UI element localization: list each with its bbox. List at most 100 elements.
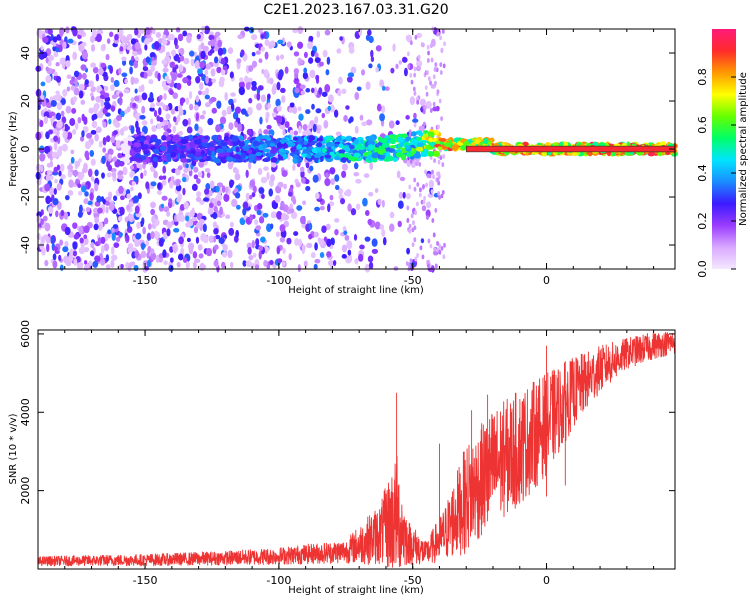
snr-y-tick-label: 2000 <box>19 477 32 505</box>
spectrogram-noise-speckle <box>118 67 122 75</box>
spectrogram-noise-speckle <box>181 176 187 183</box>
spectrogram-noise-speckle <box>264 39 270 47</box>
spectrogram-noise-speckle <box>246 242 253 249</box>
spectrogram-ridge-speckle <box>416 136 422 141</box>
spectrogram-noise-speckle <box>429 43 433 49</box>
spectrogram-noise-speckle <box>178 214 186 223</box>
spectrogram-noise-speckle <box>143 72 148 79</box>
spectrogram-noise-speckle <box>305 88 311 93</box>
spectrogram-noise-speckle <box>158 238 164 247</box>
spectrogram-ridge-speckle <box>301 153 307 158</box>
spectrogram-noise-speckle <box>41 98 47 107</box>
spectrogram-noise-speckle <box>303 67 308 74</box>
spectrogram-ridge-speckle <box>194 151 202 158</box>
spectrogram-noise-speckle <box>263 259 268 267</box>
spectrogram-noise-speckle <box>163 206 170 213</box>
spectrogram-noise-speckle <box>162 249 167 258</box>
spectrogram-noise-speckle <box>428 173 432 179</box>
spectrogram-noise-speckle <box>203 197 210 202</box>
spectrogram-noise-speckle <box>56 183 62 191</box>
spectrogram-noise-speckle <box>162 119 169 126</box>
spectrogram-noise-speckle <box>354 91 360 101</box>
spectrogram-noise-speckle <box>47 152 51 159</box>
spectrogram-noise-speckle <box>247 246 252 255</box>
spectrogram-noise-speckle <box>314 242 318 251</box>
spectrogram-noise-speckle <box>61 143 68 152</box>
spectrogram-noise-speckle <box>106 38 111 44</box>
spectrogram-noise-speckle <box>166 228 171 237</box>
spectrogram-noise-speckle <box>94 133 99 142</box>
spectrogram-noise-speckle <box>49 111 56 117</box>
spectrogram-noise-speckle <box>93 207 99 214</box>
spectrogram-noise-speckle <box>162 67 169 73</box>
spectrogram-noise-speckle <box>59 28 64 38</box>
spectrogram-noise-speckle <box>50 117 55 123</box>
spectrogram-noise-speckle <box>59 163 65 172</box>
spectrogram-noise-speckle <box>314 57 321 63</box>
spectrogram-noise-speckle <box>211 107 218 114</box>
spectrogram-noise-speckle <box>367 255 374 263</box>
spectrogram-noise-speckle <box>395 120 400 126</box>
spectrogram-noise-speckle <box>312 174 319 183</box>
snr-y-tick-label: 4000 <box>19 398 32 426</box>
spectrogram-noise-speckle <box>409 72 413 78</box>
spectrogram-noise-speckle <box>155 254 160 263</box>
spectrogram-noise-speckle <box>257 85 264 91</box>
spectrogram-noise-speckle <box>266 124 272 130</box>
spectrogram-noise-speckle <box>368 63 373 69</box>
spectrogram-noise-speckle <box>154 230 158 237</box>
spectrogram-ridge-speckle <box>435 140 441 145</box>
spectrogram-noise-speckle <box>141 120 148 126</box>
spectrogram-ridge-speckle <box>374 147 379 153</box>
spectrogram-noise-speckle <box>213 260 219 267</box>
spectrogram-noise-speckle <box>134 205 140 214</box>
spectrogram-noise-speckle <box>168 264 174 272</box>
spectrogram-noise-speckle <box>356 86 362 91</box>
spectrogram-noise-speckle <box>379 113 385 122</box>
spectrogram-noise-speckle <box>141 105 146 114</box>
spectrogram-noise-speckle <box>310 252 316 259</box>
spectrogram-noise-speckle <box>87 168 93 178</box>
spectrogram-noise-speckle <box>101 155 106 165</box>
spectrogram-noise-speckle <box>132 195 139 204</box>
spectrogram-noise-speckle <box>173 245 177 254</box>
spectrogram-noise-speckle <box>364 263 371 273</box>
spectrogram-noise-speckle <box>202 223 207 233</box>
snr-y-tick-label: 6000 <box>19 320 32 348</box>
spectrogram-noise-speckle <box>399 176 406 182</box>
spectrogram-noise-speckle <box>110 167 117 173</box>
spectrogram-noise-speckle <box>413 72 417 78</box>
spectrogram-noise-speckle <box>140 84 145 92</box>
spectrogram-noise-speckle <box>40 81 46 87</box>
spectrogram-ridge-speckle <box>433 150 441 158</box>
spectrogram-noise-speckle <box>134 42 141 50</box>
spectrogram-noise-speckle <box>195 236 200 244</box>
spectrogram-noise-speckle <box>78 83 85 91</box>
spectrogram-noise-speckle <box>438 98 442 104</box>
spectrogram-noise-speckle <box>343 230 348 235</box>
spectrogram-noise-speckle <box>169 90 174 96</box>
spectrogram-noise-speckle <box>162 34 167 40</box>
spectrogram-noise-speckle <box>97 237 102 246</box>
spectrogram-noise-speckle <box>204 69 209 76</box>
spectrogram-ridge-speckle <box>270 148 278 154</box>
spectrogram-carrier-band <box>465 145 676 153</box>
spectrogram-noise-speckle <box>144 266 150 271</box>
spectrogram-noise-speckle <box>323 120 329 129</box>
spectrogram-noise-speckle <box>122 126 129 131</box>
spectrogram-noise-speckle <box>56 164 61 171</box>
spectrogram-noise-speckle <box>427 76 431 82</box>
spectrogram-noise-speckle <box>105 196 112 202</box>
spectrogram-noise-speckle <box>335 131 342 137</box>
spectrogram-noise-speckle <box>140 172 144 179</box>
spectrogram-noise-speckle <box>108 118 112 125</box>
spectrogram-noise-speckle <box>314 206 320 212</box>
spectrogram-noise-speckle <box>110 259 115 268</box>
spectrogram-noise-speckle <box>176 82 182 91</box>
spectrogram-noise-speckle <box>52 246 58 251</box>
spectrogram-noise-speckle <box>77 211 83 218</box>
spectrogram-noise-speckle <box>74 160 81 168</box>
spectrogram-noise-speckle <box>336 48 342 54</box>
spectrogram-noise-speckle <box>88 80 95 88</box>
spectrogram-ridge-speckle <box>406 151 412 158</box>
